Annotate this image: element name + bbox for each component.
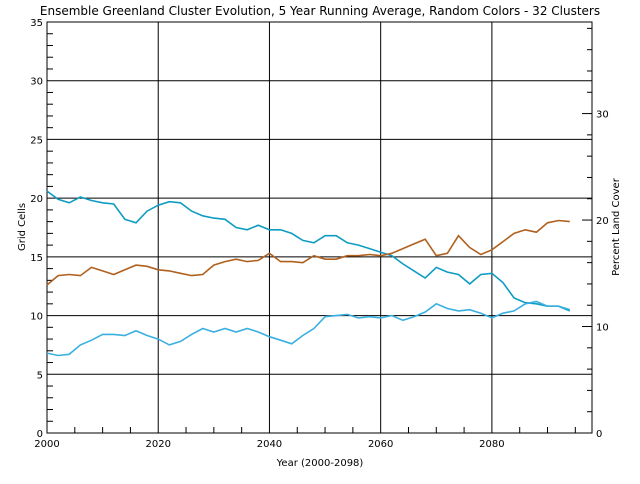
axes: 0 5 10 15 20 25 30 35 2000 2020 2040 2060 2080 0 10 20 3…: [30, 18, 608, 450]
x-tick-label: 2020: [145, 439, 170, 450]
y-tick-label: 5: [37, 370, 43, 381]
y-tick-label: 30: [30, 77, 43, 88]
x-tick-label: 2080: [479, 439, 504, 450]
x-tick-label: 2000: [34, 439, 59, 450]
x-tick-label: 2040: [257, 439, 282, 450]
x-tick-label: 2060: [368, 439, 393, 450]
y2-tick-label: 20: [596, 216, 609, 227]
y-tick-label: 0: [37, 429, 43, 440]
series-lines: [46, 190, 571, 357]
plot-frame: [46, 21, 593, 434]
x-axis-label: Year (2000-2098): [276, 458, 364, 469]
series-line-cluster-a: [46, 190, 571, 312]
chart-title: Ensemble Greenland Cluster Evolution, 5 …: [40, 4, 600, 18]
y-tick-label: 20: [30, 194, 43, 205]
y-tick-label: 35: [30, 18, 43, 29]
series-line-cluster-c: [46, 300, 571, 357]
grid: [46, 21, 592, 434]
y2-axis-label: Percent Land Cover: [611, 177, 622, 276]
y2-tick-label: 10: [596, 323, 609, 334]
series-line-cluster-b: [46, 219, 570, 286]
y-axis-label: Grid Cells: [17, 203, 28, 251]
y-tick-label: 25: [30, 135, 43, 146]
y2-tick-label: 0: [596, 429, 602, 440]
y-tick-label: 15: [30, 253, 43, 264]
y-tick-label: 10: [30, 312, 43, 323]
y2-tick-label: 30: [596, 110, 609, 121]
